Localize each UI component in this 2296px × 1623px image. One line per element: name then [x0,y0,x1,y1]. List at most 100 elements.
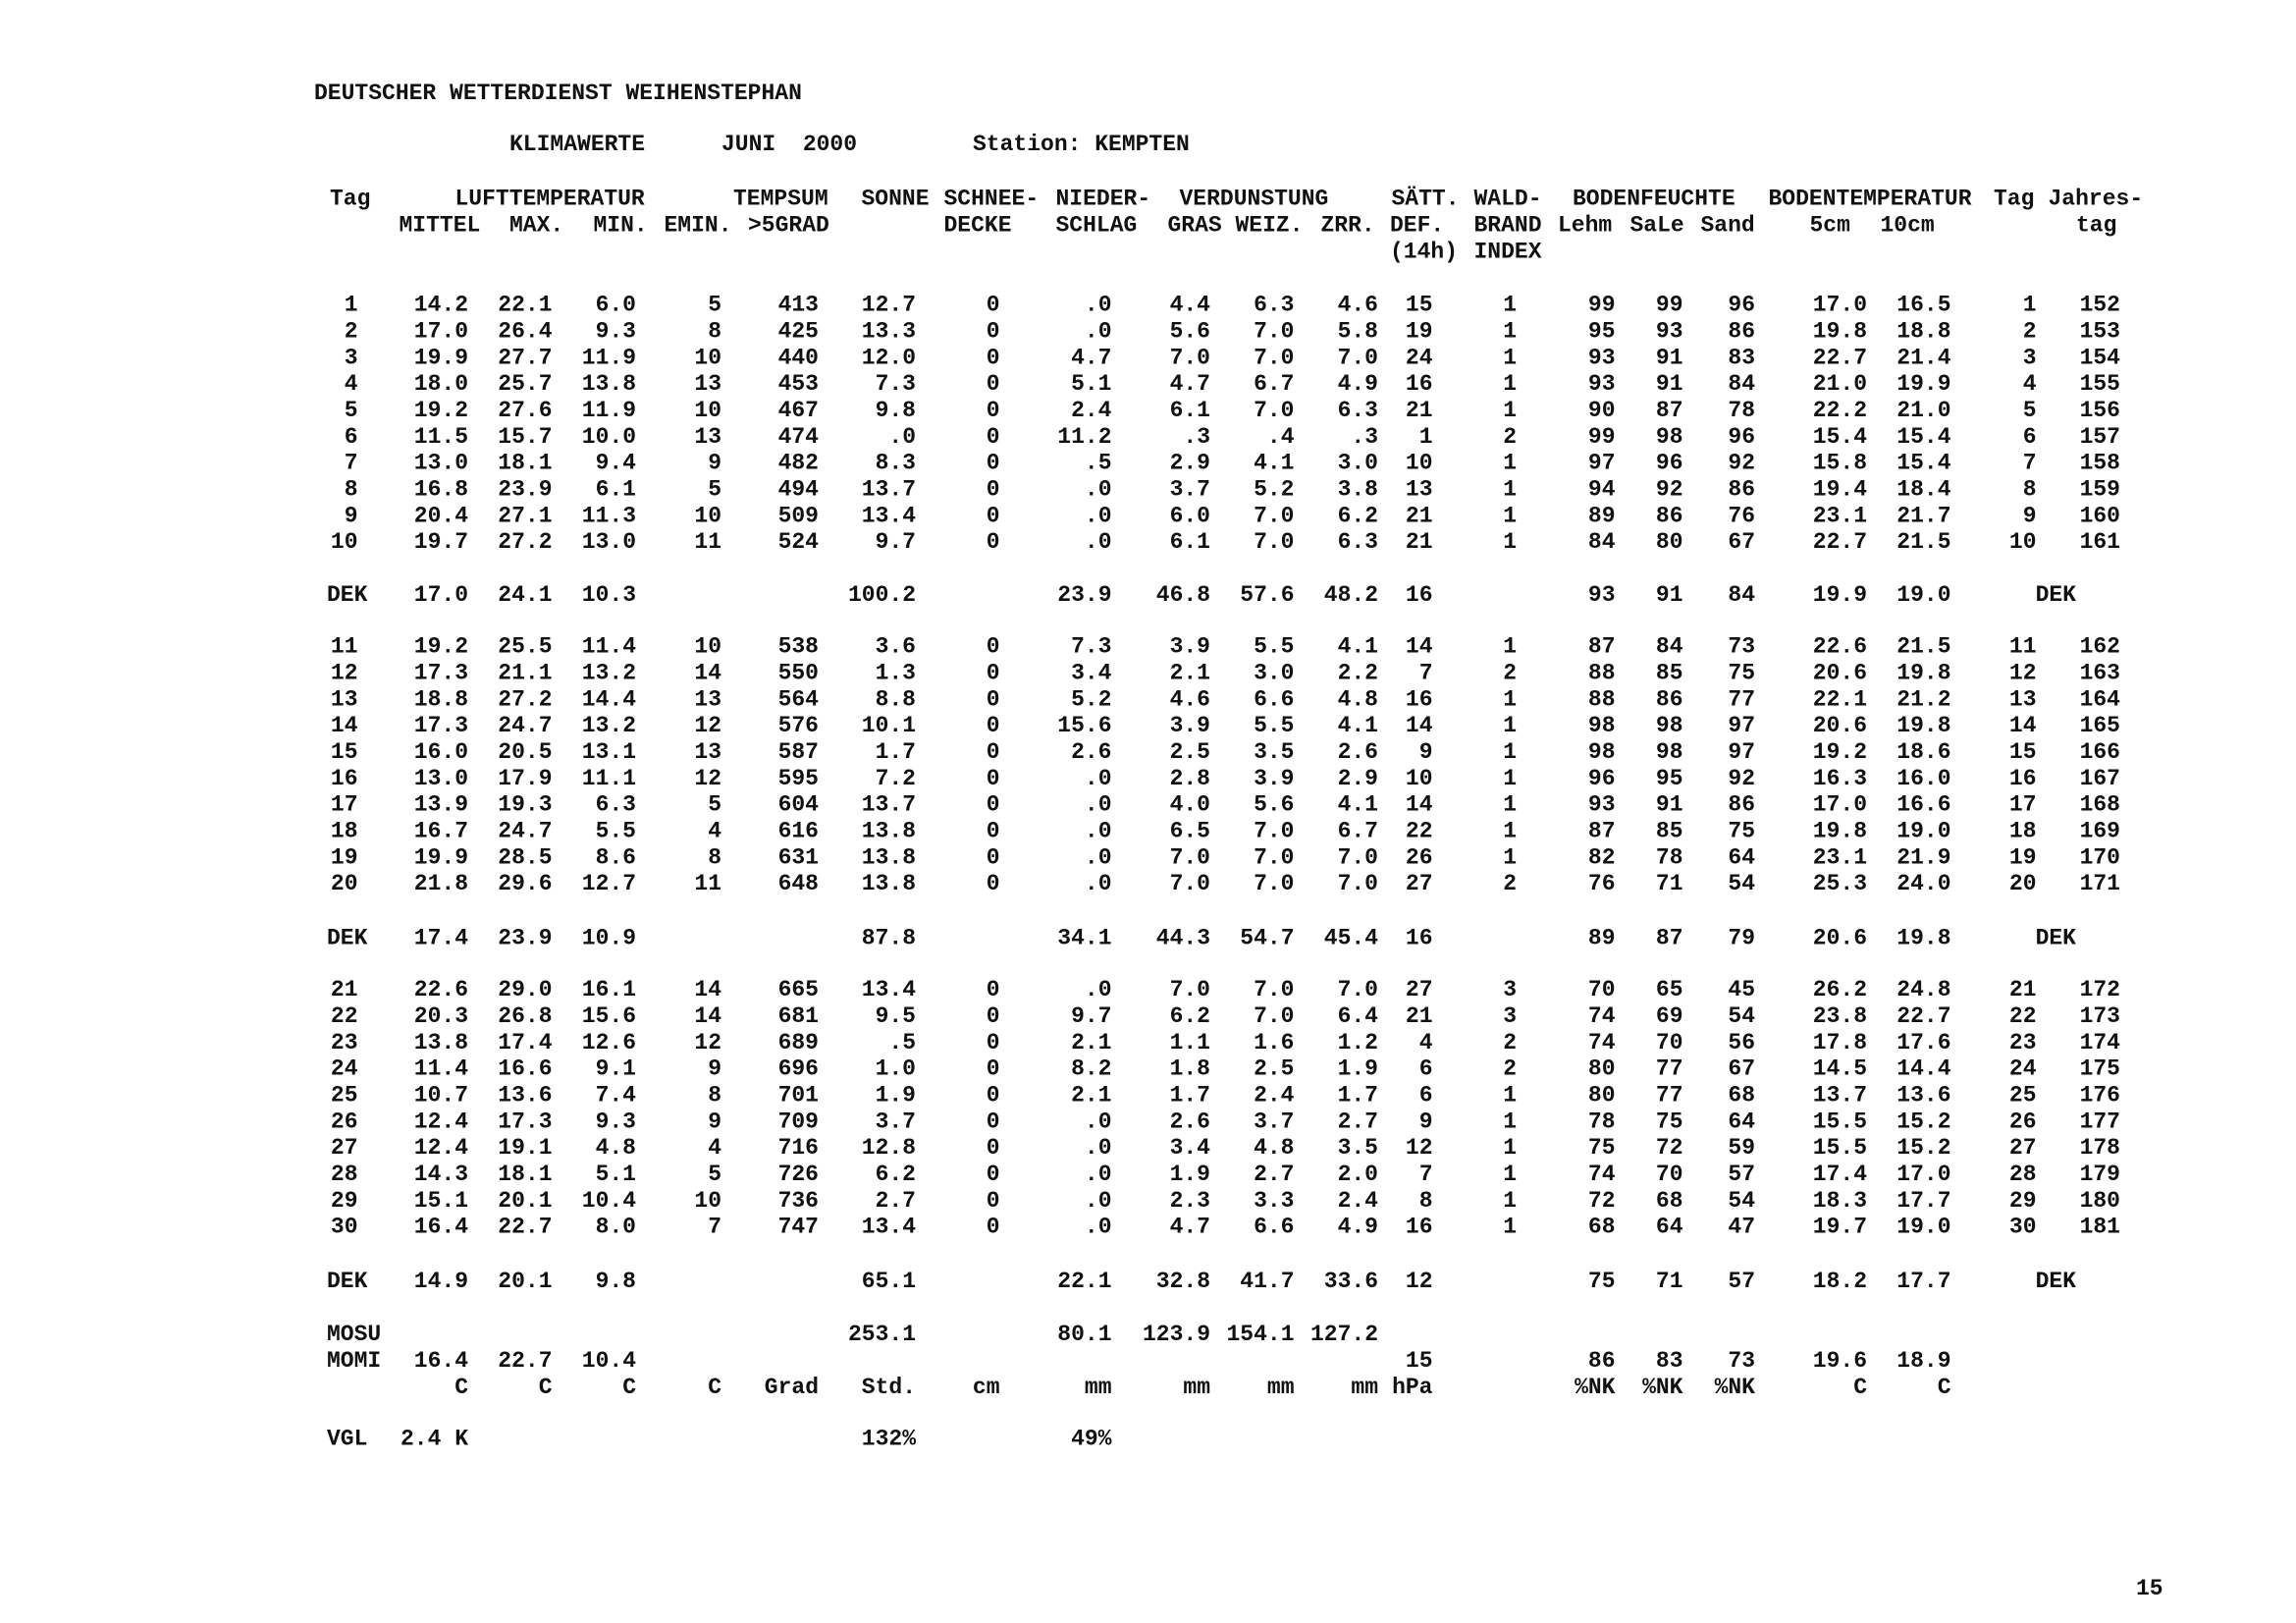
cell: 19.6 [1813,1348,1867,1374]
cell: 716 [778,1135,819,1161]
cell: 27.2 [498,529,552,555]
cell: 3.4 [1170,1135,1211,1161]
cell: 9.8 [596,1269,636,1294]
cell: 49% [1071,1427,1112,1452]
cell: 1 [1503,686,1517,712]
cell: 13.0 [582,529,636,555]
cell: 1.7 [1338,1082,1378,1108]
cell: 70 [1656,1162,1683,1187]
cell: 4 [708,1135,721,1161]
cell: 12.7 [582,871,636,896]
cell: 21.0 [1896,398,1950,423]
cell: 18.8 [414,686,468,712]
cell: 96 [1588,766,1616,791]
cell: 0 [987,1162,1000,1187]
cell: 1 [1503,819,1517,844]
cell: 14.3 [414,1162,468,1187]
cell: 26.8 [498,1003,552,1029]
cell: 19 [2009,844,2037,870]
cell: 0 [987,686,1000,712]
cell: 94 [1588,477,1616,503]
cell: 6.1 [1170,529,1210,555]
cell: 18.4 [1896,477,1950,503]
cell: 12.6 [582,1030,636,1055]
cell: 689 [778,1030,819,1055]
cell: 29.6 [498,871,552,896]
cell: 9.3 [596,318,636,344]
cell: 14 [1406,634,1433,660]
column-header: BODENFEUCHTE [1573,187,1735,212]
cell: 13.0 [414,766,468,791]
cell: .0 [1085,503,1112,528]
cell: 7.0 [1338,844,1378,870]
cell: 71 [1656,871,1683,896]
cell: 98 [1656,713,1683,738]
cell: 99 [1656,293,1683,318]
cell: 564 [778,686,820,712]
cell: 2.4 K [400,1427,468,1452]
cell: 1.0 [876,1056,916,1082]
cell: 2 [1503,424,1517,450]
cell: 18.2 [1813,1269,1867,1294]
cell: 2.9 [1170,451,1210,476]
cell: 23 [331,1030,358,1055]
cell: 79 [1728,926,1755,951]
cell: 3.9 [1170,634,1210,660]
cell: 736 [778,1188,819,1214]
cell: 494 [778,477,820,503]
cell: 97 [1728,713,1755,738]
cell: 25.5 [498,634,552,660]
cell: 167 [2080,766,2120,791]
cell: 13.7 [862,792,916,818]
cell: 16.8 [414,477,468,503]
cell: 8.2 [1071,1056,1111,1082]
cell: 5.6 [1170,318,1210,344]
cell: .0 [888,424,916,450]
cell: 154.1 [1226,1322,1294,1347]
cell: 78 [1588,1109,1616,1134]
cell: 22 [2009,1003,2037,1029]
cell: 16 [1406,582,1433,608]
cell: 93 [1588,371,1616,397]
column-header: DEF. [1390,213,1444,239]
cell: 604 [778,792,820,818]
cell: 4.8 [1338,686,1378,712]
cell: 13.8 [582,371,636,397]
cell: 0 [987,345,1000,370]
cell: 34.1 [1057,926,1111,951]
cell: 64 [1728,844,1755,870]
cell: 7.0 [1254,844,1294,870]
cell: 67 [1728,529,1755,555]
cell: 3.7 [876,1109,916,1134]
cell: 6.3 [1338,529,1378,555]
cell: 152 [2080,293,2120,318]
cell: 0 [987,371,1000,397]
cell: 13.8 [862,819,916,844]
cell: 69 [1656,1003,1683,1029]
cell: 15.6 [1057,713,1111,738]
cell: 4 [1419,1030,1433,1055]
cell: 27.2 [498,686,552,712]
cell: 4.9 [1338,1215,1378,1240]
column-header: SCHNEE- [944,187,1040,212]
cell: Grad [765,1375,819,1400]
cell: 17.9 [498,766,552,791]
cell: 7.0 [1254,398,1294,423]
cell: 11 [2009,634,2037,660]
column-header: MAX. [509,213,563,239]
cell: 8 [345,477,358,503]
cell: 171 [2080,871,2120,896]
cell: 4.6 [1170,686,1210,712]
cell: 57 [1728,1162,1755,1187]
cell: 15 [1406,293,1433,318]
cell: 6.2 [1338,503,1378,528]
column-header: 5cm [1810,213,1850,239]
cell: 24.1 [498,582,552,608]
cell: 0 [987,503,1000,528]
cell: 3.8 [1338,477,1378,503]
column-header: SaLe [1630,213,1684,239]
cell: 22.6 [414,977,468,1002]
cell: 4.6 [1338,293,1378,318]
cell: 2 [345,318,358,344]
column-header: SONNE [862,187,930,212]
